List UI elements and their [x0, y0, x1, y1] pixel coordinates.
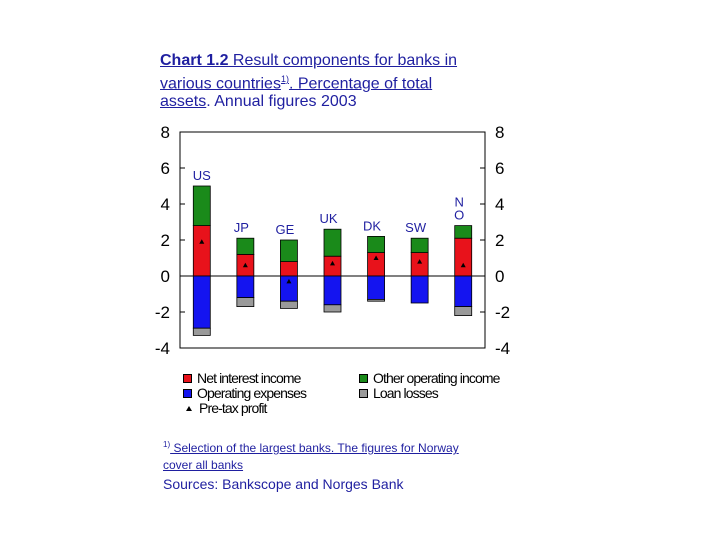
legend-swatch-blue — [183, 388, 192, 398]
category-label-us: US — [193, 168, 211, 183]
bar-dk-series-1 — [367, 236, 385, 254]
footnote-sup: 1) — [163, 440, 171, 449]
footnote-text: Selection of the largest banks. The figu… — [163, 441, 459, 472]
bar-ge-series-1 — [280, 239, 298, 263]
bar-chart: 8 8 6 6 4 4 2 2 0 0 -2 -2 -4 -4 US JP GE UK DK SW NO — [155, 123, 510, 358]
bar-jp-series-1 — [236, 237, 255, 255]
pretax-marker-sw — [417, 259, 423, 264]
title-line3: assets — [160, 93, 207, 111]
bar-us-series-2 — [192, 275, 211, 329]
legend-label: Other operating income — [373, 370, 500, 386]
legend-item-pretax: Pre-tax profit — [184, 400, 267, 416]
y-tick-label-right: 8 — [495, 123, 504, 142]
pretax-marker-n — [460, 262, 466, 268]
legend-label: Net interest income — [197, 370, 301, 386]
triangle-icon — [186, 405, 192, 411]
y-tick-label-left: 6 — [161, 159, 170, 178]
legend-swatch-grey — [359, 388, 368, 398]
pretax-marker-ge — [286, 278, 292, 284]
bar-jp-series-2 — [236, 275, 255, 299]
footnote: 1) Selection of the largest banks. The f… — [163, 436, 473, 474]
bar-us-series-1 — [192, 185, 211, 226]
legend-swatch-red — [183, 373, 192, 383]
legend-item-net-interest: Net interest income — [183, 370, 301, 386]
sources: Sources: Bankscope and Norges Bank — [163, 476, 404, 492]
legend-swatch-green — [359, 373, 368, 383]
bar-sw-series-1 — [410, 237, 429, 253]
category-label-n: N — [455, 195, 464, 210]
category-label-dk: DK — [363, 218, 381, 233]
bar-jp-series-3 — [236, 297, 255, 308]
category-label-jp: JP — [234, 220, 249, 235]
y-tick-label-left: 0 — [161, 267, 170, 286]
bar-ge-series-0 — [280, 261, 298, 277]
y-tick-label-left: 2 — [161, 231, 170, 250]
bar-dk-series-2 — [367, 275, 385, 300]
y-tick-label-right: 6 — [495, 159, 504, 178]
pretax-marker-dk — [373, 255, 379, 260]
y-tick-label-right: -2 — [495, 303, 510, 322]
bar-n-series-0 — [454, 237, 473, 277]
title-line2b: . Percentage of total — [288, 75, 433, 93]
pretax-marker-us — [199, 239, 205, 244]
title-line2: various countries — [160, 75, 281, 93]
bar-uk-series-2 — [323, 275, 342, 306]
bar-us-series-0 — [192, 225, 211, 277]
category-label-sw: SW — [405, 220, 427, 235]
y-tick-label-right: 4 — [495, 195, 504, 214]
bar-uk-series-1 — [323, 228, 342, 257]
bar-uk-series-0 — [323, 255, 342, 277]
y-tick-label-left: 4 — [161, 195, 170, 214]
legend-item-other-operating: Other operating income — [359, 370, 500, 386]
legend-item-operating-expenses: Operating expenses — [183, 385, 307, 401]
pretax-marker-jp — [242, 262, 248, 268]
y-tick-label-left: 8 — [161, 123, 170, 142]
legend-item-loan-losses: Loan losses — [359, 385, 439, 401]
bar-us-series-3 — [192, 327, 211, 336]
category-label-ge: GE — [276, 222, 295, 237]
y-tick-label-right: 2 — [495, 231, 504, 250]
bar-n-series-1 — [454, 225, 473, 239]
category-label-uk: UK — [319, 211, 337, 226]
category-label-n: O — [454, 208, 464, 223]
pretax-marker-uk — [330, 260, 335, 266]
title-sup: 1) — [280, 74, 289, 84]
bar-ge-series-3 — [280, 300, 298, 309]
y-tick-label-left: -4 — [155, 339, 170, 358]
title-line1: Result components for banks in — [228, 52, 458, 69]
title-line3b: . Annual figures 2003 — [206, 93, 357, 111]
legend-label: Pre-tax profit — [199, 400, 267, 416]
bar-n-series-2 — [454, 275, 473, 308]
bar-n-series-3 — [454, 306, 473, 317]
chart-number: Chart 1.2 — [160, 52, 229, 69]
y-tick-label-right: 0 — [495, 267, 504, 286]
bar-dk-series-3 — [367, 298, 385, 302]
bar-uk-series-3 — [323, 304, 342, 313]
y-tick-label-left: -2 — [155, 303, 170, 322]
legend-label: Operating expenses — [197, 385, 307, 401]
bar-sw-series-0 — [410, 252, 429, 277]
bar-sw-series-2 — [410, 275, 429, 304]
chart-title: Chart 1.2 Result components for banks in… — [160, 52, 505, 111]
legend-label: Loan losses — [373, 385, 439, 401]
y-tick-label-right: -4 — [495, 339, 510, 358]
